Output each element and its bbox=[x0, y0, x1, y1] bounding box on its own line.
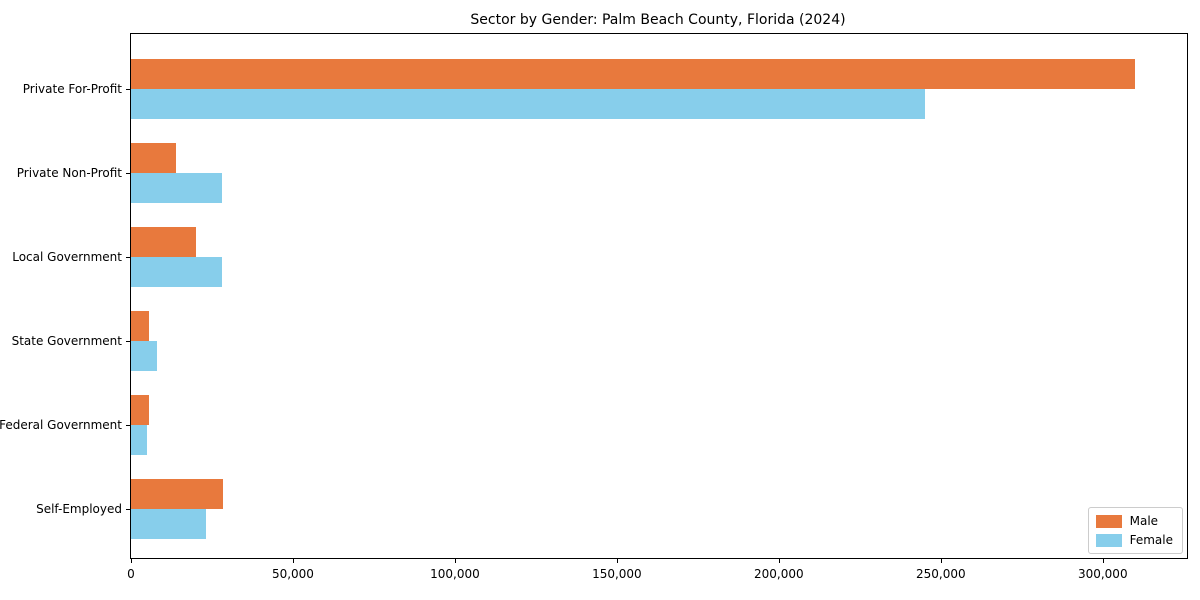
bar-female-private-for-profit bbox=[131, 89, 925, 119]
bar-female-private-non-profit bbox=[131, 173, 222, 203]
bar-female-local-government bbox=[131, 257, 223, 287]
x-axis-tick-label-6: 300,000 bbox=[1077, 567, 1128, 581]
x-axis-tick-label-1: 50,000 bbox=[271, 567, 314, 581]
bar-female-state-government bbox=[131, 341, 157, 371]
y-axis-tick-mark bbox=[126, 173, 130, 174]
bar-male-state-government bbox=[131, 311, 150, 341]
x-axis-tick-label-5: 250,000 bbox=[916, 567, 966, 581]
y-axis-tick-mark bbox=[126, 341, 130, 342]
y-axis-label-federal-government: Federal Government bbox=[0, 418, 122, 432]
bar-female-federal-government bbox=[131, 425, 148, 455]
legend-item-male: Male bbox=[1095, 514, 1173, 528]
x-axis-tick-label-0: 0 bbox=[127, 567, 135, 581]
bar-male-private-for-profit bbox=[131, 59, 1136, 89]
bar-male-local-government bbox=[131, 227, 196, 257]
bar-male-federal-government bbox=[131, 395, 150, 425]
bar-male-private-non-profit bbox=[131, 143, 177, 173]
chart-title: Sector by Gender: Palm Beach County, Flo… bbox=[470, 12, 846, 28]
x-axis-tick-label-2: 100,000 bbox=[430, 567, 480, 581]
x-axis-tick-mark bbox=[1102, 559, 1104, 563]
x-axis-tick-mark bbox=[292, 559, 294, 563]
legend-label-male: Male bbox=[1129, 514, 1159, 528]
y-axis-tick-mark bbox=[126, 257, 130, 258]
legend-item-female: Female bbox=[1095, 533, 1173, 547]
legend-label-female: Female bbox=[1129, 533, 1173, 547]
bar-male-self-employed bbox=[131, 479, 224, 509]
x-axis-tick-mark bbox=[778, 559, 780, 563]
bar-female-self-employed bbox=[131, 509, 206, 539]
y-axis-label-self-employed: Self-Employed bbox=[36, 502, 122, 516]
plot-area: Male Female Private For-Profit Private Non… bbox=[0, 33, 1188, 581]
legend: Male Female bbox=[1087, 507, 1183, 554]
x-axis-tick-mark bbox=[616, 559, 618, 563]
y-axis-tick-mark bbox=[126, 425, 130, 426]
x-axis-tick-mark bbox=[131, 559, 132, 563]
y-axis-label-private-non-profit: Private Non-Profit bbox=[16, 166, 122, 180]
y-axis-tick-mark bbox=[126, 89, 130, 90]
y-axis-label-local-government: Local Government bbox=[12, 250, 122, 264]
legend-swatch-female bbox=[1095, 533, 1122, 547]
y-axis-label-private-for-profit: Private For-Profit bbox=[22, 82, 122, 96]
y-axis-label-state-government: State Government bbox=[11, 334, 122, 348]
legend-swatch-male bbox=[1095, 514, 1122, 528]
y-axis-tick-mark bbox=[126, 509, 130, 510]
x-axis-tick-mark bbox=[940, 559, 942, 563]
x-axis-tick-label-4: 200,000 bbox=[754, 567, 804, 581]
x-axis-tick-mark bbox=[454, 559, 456, 563]
x-axis-tick-label-3: 150,000 bbox=[592, 567, 642, 581]
